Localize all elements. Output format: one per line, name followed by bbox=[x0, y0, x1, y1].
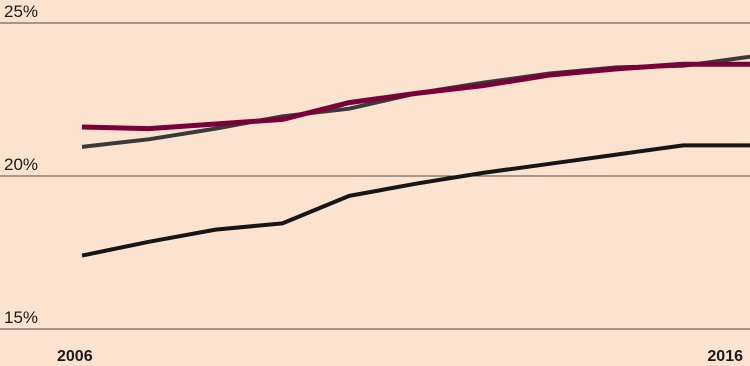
y-tick-label-20: 20% bbox=[4, 155, 38, 174]
y-axis-ticks: 15% 20% 25% bbox=[4, 2, 38, 327]
series-line-2 bbox=[81, 61, 750, 132]
x-tick-label-end: 2016 bbox=[707, 348, 743, 365]
series-layer bbox=[81, 54, 750, 258]
y-tick-label-25: 25% bbox=[4, 2, 38, 21]
x-tick-label-start: 2006 bbox=[57, 348, 93, 365]
series-line-1 bbox=[81, 54, 750, 149]
y-tick-label-15: 15% bbox=[4, 308, 38, 327]
x-axis-ticks: 2006 2016 bbox=[57, 348, 743, 365]
series-line-3 bbox=[81, 143, 750, 258]
grid-layer bbox=[0, 22, 750, 330]
